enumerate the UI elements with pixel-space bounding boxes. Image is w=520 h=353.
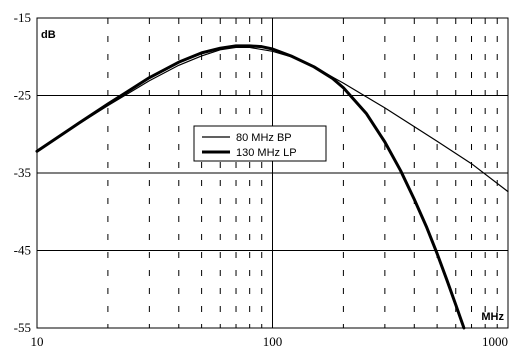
grid [36, 17, 509, 329]
series-line-1 [35, 44, 466, 330]
y-tick-label: -35 [14, 165, 31, 180]
legend-label-80mhz-bp: 80 MHz BP [236, 132, 292, 144]
x-tick-label: 100 [263, 334, 283, 349]
legend-box [193, 125, 327, 162]
legend: 80 MHz BP 130 MHz LP [193, 125, 327, 162]
y-tick-label: -25 [14, 88, 31, 103]
x-tick-label: 10 [31, 334, 44, 349]
series-layer [35, 44, 509, 330]
x-tick-label: 1000 [482, 334, 508, 349]
y-axis-label: dB [41, 29, 56, 41]
y-tick-label: -45 [14, 243, 31, 258]
legend-label-130mhz-lp: 130 MHz LP [236, 147, 297, 159]
y-tick-label: -55 [14, 320, 31, 335]
x-axis-label: MHz [481, 311, 504, 323]
series-line-0 [36, 46, 509, 193]
plot-frame [36, 17, 509, 329]
y-tick-label: -15 [14, 10, 31, 25]
